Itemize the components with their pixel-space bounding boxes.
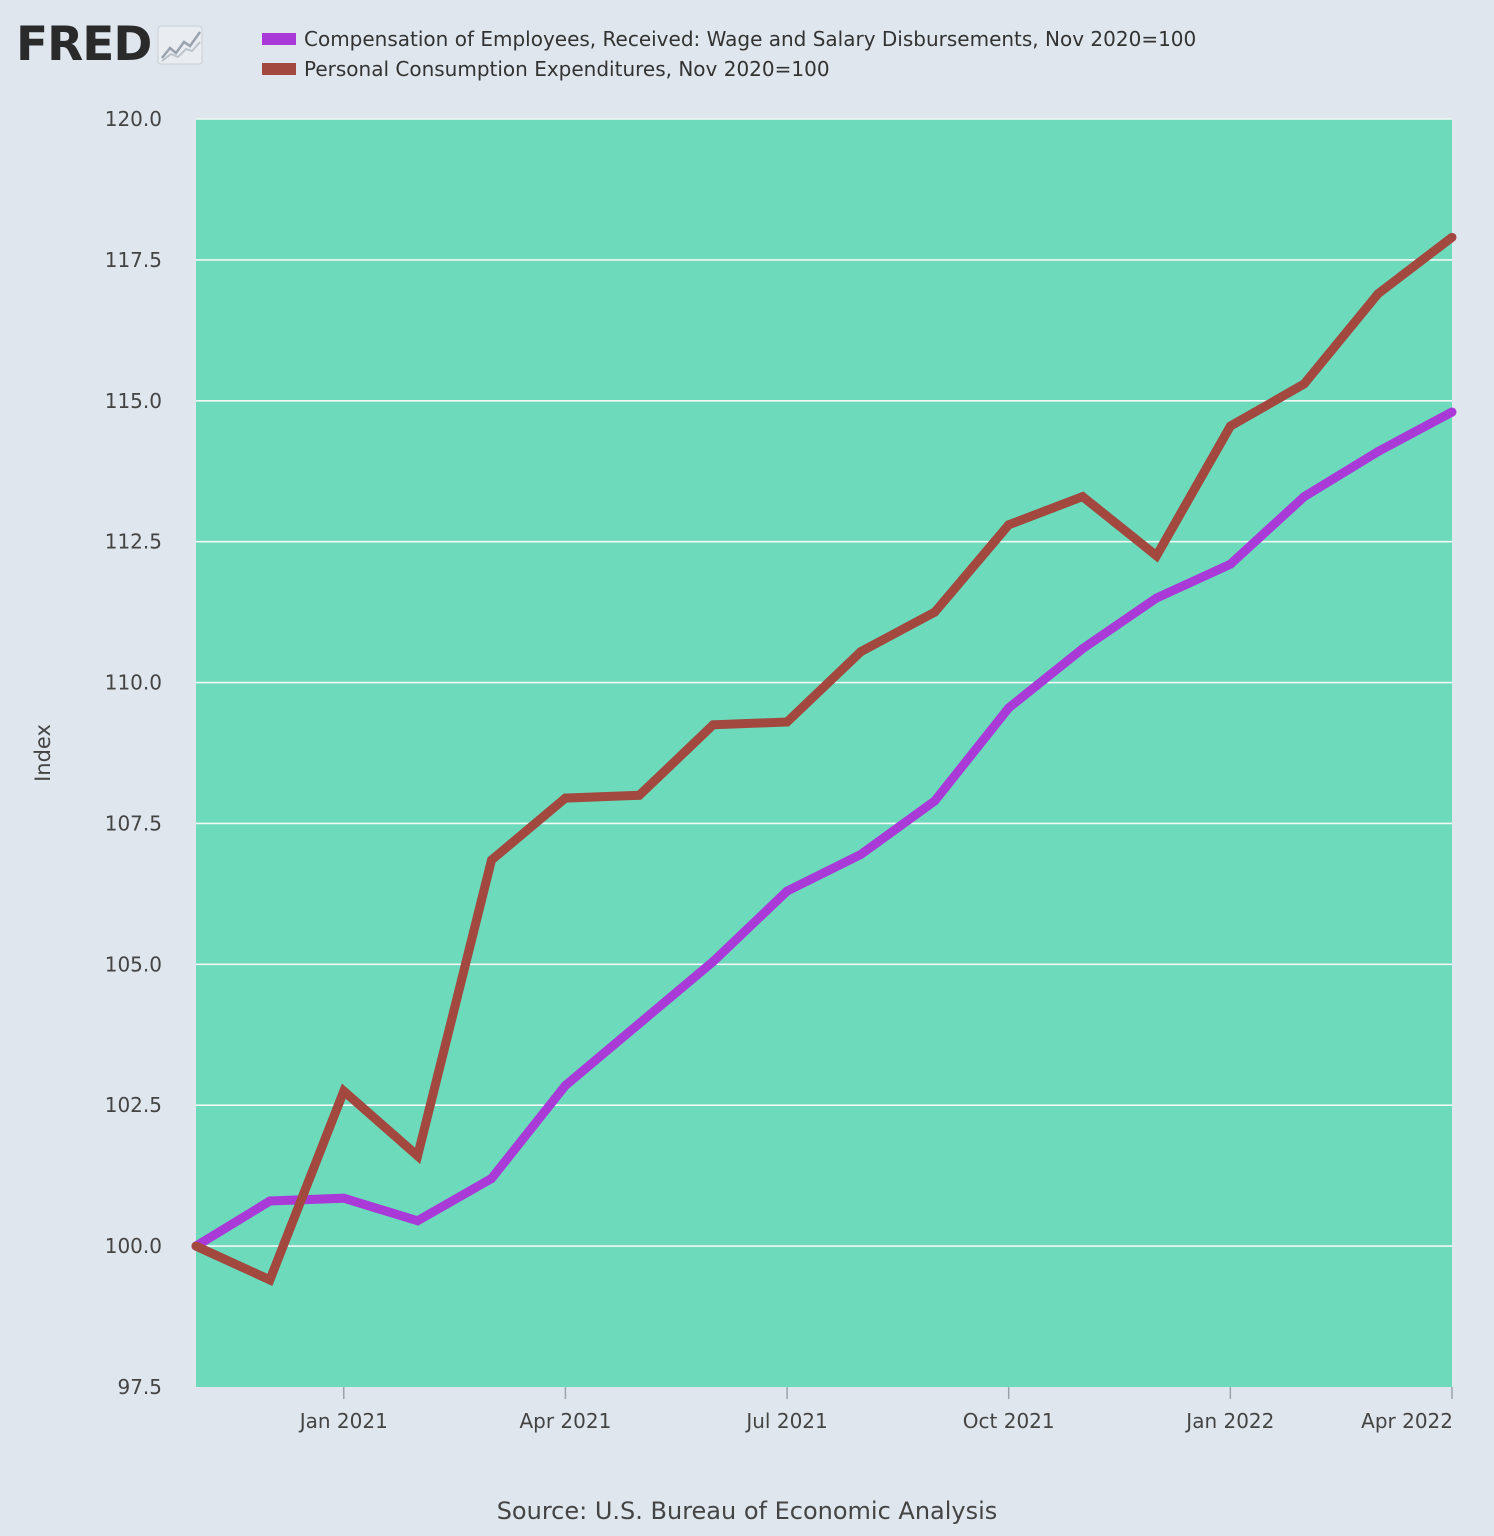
series-line-pce[interactable] [194, 233, 1455, 1286]
source-note: Source: U.S. Bureau of Economic Analysis [496, 1497, 998, 1525]
plot-area [196, 119, 1452, 1387]
graph-logo-icon [157, 25, 203, 65]
y-tick-label: 102.5 [105, 1093, 162, 1117]
data-point[interactable] [560, 1080, 570, 1090]
logo-text: FRED [16, 16, 152, 72]
data-point[interactable] [856, 647, 866, 657]
data-point[interactable] [708, 720, 718, 730]
legend-item-compensation[interactable]: Compensation of Employees, Received: Wag… [262, 24, 1196, 54]
data-point[interactable] [191, 1241, 201, 1251]
y-tick-label: 97.5 [117, 1375, 162, 1399]
series-line-compensation[interactable] [193, 408, 1455, 1250]
fred-logo[interactable]: FRED [16, 14, 205, 74]
data-point[interactable] [1225, 559, 1235, 569]
data-point[interactable] [1078, 644, 1088, 654]
y-tick-label: 115.0 [105, 389, 162, 413]
legend-label-pce: Personal Consumption Expenditures, Nov 2… [304, 57, 830, 81]
data-point[interactable] [1004, 703, 1014, 713]
data-point[interactable] [634, 790, 644, 800]
data-point[interactable] [413, 1216, 423, 1226]
data-point[interactable] [265, 1196, 275, 1206]
data-point[interactable] [1447, 407, 1457, 417]
x-tick-label: Jan 2022 [1184, 1409, 1274, 1433]
y-tick-label: 110.0 [105, 671, 162, 695]
data-point[interactable] [708, 957, 718, 967]
x-tick-label: Jan 2021 [298, 1409, 388, 1433]
data-point[interactable] [930, 607, 940, 617]
series-lines [191, 232, 1457, 1286]
data-point[interactable] [1004, 520, 1014, 530]
legend-label-compensation: Compensation of Employees, Received: Wag… [304, 27, 1197, 51]
data-point[interactable] [782, 886, 792, 896]
data-point[interactable] [339, 1193, 349, 1203]
data-point[interactable] [1151, 551, 1161, 561]
data-point[interactable] [856, 849, 866, 859]
data-point[interactable] [1078, 492, 1088, 502]
data-point[interactable] [1299, 379, 1309, 389]
y-tick-label: 105.0 [105, 952, 162, 976]
data-point[interactable] [930, 796, 940, 806]
y-tick-label: 117.5 [105, 248, 162, 272]
y-axis-tick-labels: 97.5 100.0 102.5 105.0 107.5 110.0 112.5 115.0 1… [105, 107, 162, 1399]
data-point[interactable] [1373, 446, 1383, 456]
data-point[interactable] [1299, 492, 1309, 502]
y-tick-label: 107.5 [105, 811, 162, 835]
data-point[interactable] [560, 793, 570, 803]
x-tick-label: Apr 2022 [1361, 1409, 1453, 1433]
x-tick-label: Apr 2021 [519, 1409, 611, 1433]
y-axis-title: Index [31, 724, 55, 782]
data-point[interactable] [782, 717, 792, 727]
legend-item-pce[interactable]: Personal Consumption Expenditures, Nov 2… [262, 54, 1196, 84]
y-tick-label: 112.5 [105, 530, 162, 554]
data-point[interactable] [1447, 232, 1457, 242]
y-tick-label: 100.0 [105, 1234, 162, 1258]
data-point[interactable] [1225, 421, 1235, 431]
data-point[interactable] [1151, 593, 1161, 603]
data-point[interactable] [413, 1151, 423, 1161]
data-point[interactable] [634, 1019, 644, 1029]
legend-swatch-compensation [262, 33, 296, 45]
x-tick-label: Jul 2021 [744, 1409, 827, 1433]
data-point[interactable] [265, 1275, 275, 1285]
data-point[interactable] [1373, 289, 1383, 299]
x-axis-ticks: Jan 2021 Apr 2021 Jul 2021 Oct 2021 Jan 2022… [298, 1387, 1453, 1433]
data-point[interactable] [487, 1173, 497, 1183]
x-tick-label: Oct 2021 [963, 1409, 1055, 1433]
line-chart: 97.5 100.0 102.5 105.0 107.5 110.0 112.5 115.0 1… [31, 107, 1457, 1433]
chart-legend: Compensation of Employees, Received: Wag… [262, 24, 1196, 84]
y-tick-label: 120.0 [105, 107, 162, 131]
data-point[interactable] [487, 855, 497, 865]
legend-swatch-pce [262, 63, 296, 75]
data-point[interactable] [339, 1086, 349, 1096]
